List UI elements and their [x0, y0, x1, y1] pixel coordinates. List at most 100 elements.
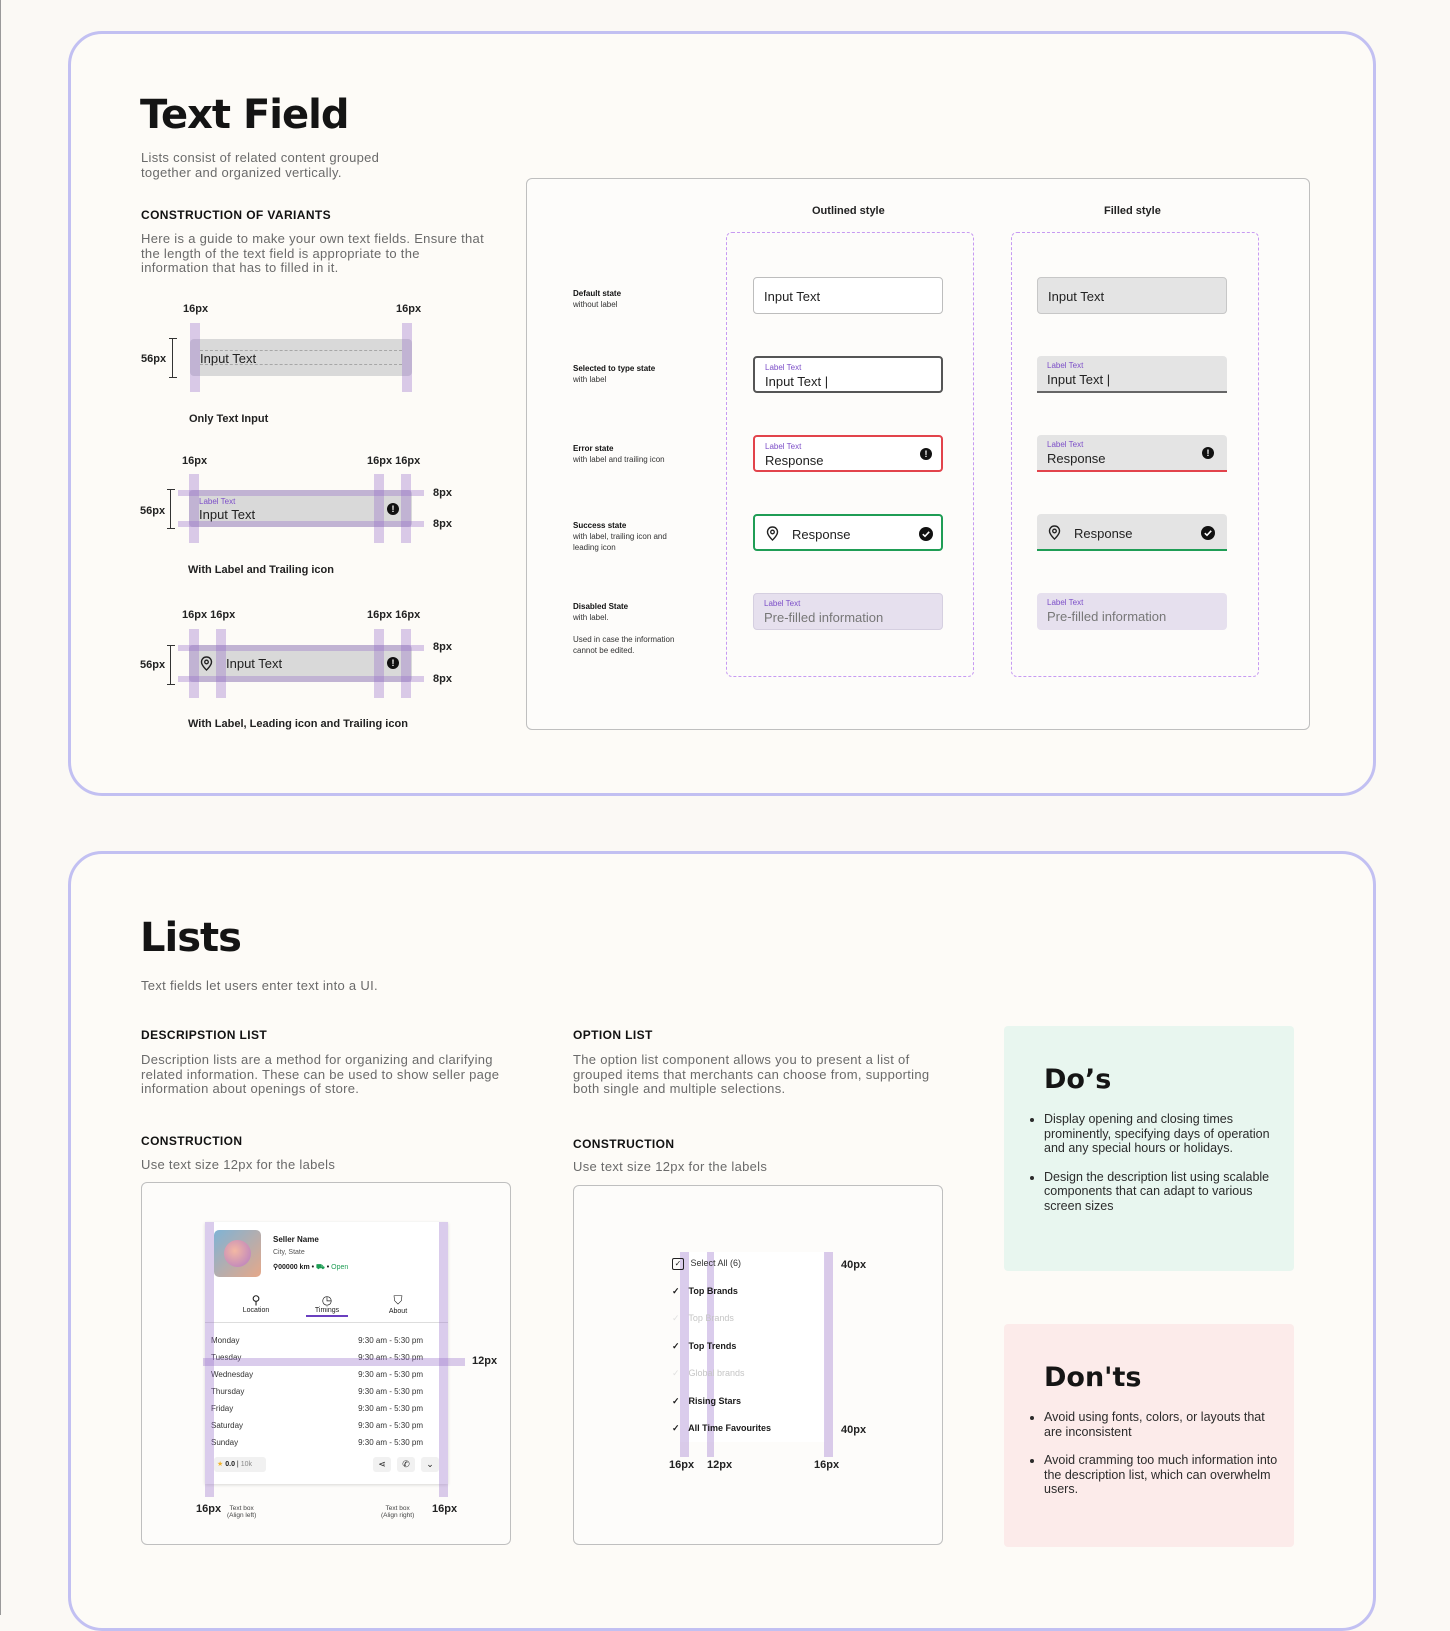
field-text: Response: [765, 453, 824, 468]
padding-guide: [178, 521, 424, 527]
day-label: Friday: [211, 1404, 234, 1413]
column-heading-outlined: Outlined style: [812, 205, 885, 217]
option-item[interactable]: ✓ Top Brands: [672, 1313, 734, 1324]
distance-text: 00000 km: [278, 1264, 310, 1271]
field-label: Label Text: [1047, 361, 1084, 370]
seller-name: Seller Name: [273, 1235, 319, 1244]
day-label: Tuesday: [211, 1353, 242, 1362]
dos-item: Design the description list using scalab…: [1044, 1170, 1284, 1214]
option-list-text: The option list component allows you to …: [573, 1052, 929, 1097]
dos-callout: Do’s Display opening and closing times p…: [1004, 1026, 1294, 1271]
day-label: Saturday: [211, 1421, 244, 1430]
field-label: Label Text: [1047, 440, 1084, 449]
dos-item: Display opening and closing times promin…: [1044, 1112, 1284, 1156]
dim-label: 16px 16px: [367, 455, 421, 467]
padding-guide: [374, 474, 384, 543]
preview-text: Input Text: [200, 351, 257, 366]
time-label: 9:30 am - 5:30 pm: [358, 1336, 423, 1345]
padding-guide: [190, 323, 200, 392]
timing-row: Friday 9:30 am - 5:30 pm: [211, 1404, 423, 1413]
phone-icon: ✆: [402, 1459, 410, 1469]
dim-label: 56px: [140, 505, 166, 517]
outlined-error-field[interactable]: Label Text Response !: [753, 435, 943, 472]
seller-avatar: [214, 1230, 261, 1277]
description-list-heading: DESCRIPSTION LIST: [141, 1028, 268, 1042]
dos-title: Do’s: [1044, 1064, 1112, 1095]
tab-label: About: [388, 1308, 408, 1315]
option-item[interactable]: ✓ Rising Stars: [672, 1396, 741, 1407]
padding-guide: [178, 676, 424, 682]
tab-location[interactable]: ⚲ Location: [235, 1293, 277, 1314]
filled-selected-field[interactable]: Label Text Input Text |: [1037, 356, 1227, 393]
error-icon: !: [387, 503, 399, 515]
filled-error-field[interactable]: Label Text Response !: [1037, 435, 1227, 472]
padding-guide: [402, 323, 412, 392]
construction-heading: CONSTRUCTION: [573, 1137, 675, 1151]
field-text: Input Text |: [765, 374, 829, 389]
review-count: 10k: [240, 1461, 252, 1468]
option-list-card: [680, 1252, 825, 1442]
truck-icon: ⛟: [316, 1264, 325, 1271]
text-field-preview: [189, 645, 412, 682]
state-label-selected: Selected to type state with label: [573, 363, 655, 385]
day-label: Wednesday: [211, 1370, 254, 1379]
field-text: Response: [1074, 526, 1133, 541]
field-text: Input Text: [764, 289, 821, 304]
filled-default-field[interactable]: Input Text: [1037, 277, 1227, 314]
variant-caption: With Label, Leading icon and Trailing ic…: [188, 718, 408, 730]
dim-label: 12px: [472, 1355, 498, 1367]
option-item[interactable]: ✓ All Time Favourites: [672, 1423, 771, 1434]
description-list-text: Description lists are a method for organ…: [141, 1052, 500, 1097]
state-desc: with label.: [573, 613, 609, 622]
tab-divider: [205, 1322, 448, 1323]
check-circle-icon: [919, 527, 933, 541]
state-name: Selected to type state: [573, 364, 656, 373]
field-label: Label Text: [1047, 598, 1084, 607]
state-desc: leading icon: [573, 543, 616, 552]
option-select-all[interactable]: ✓ Select All (6): [672, 1258, 741, 1270]
dim-label: 8px: [433, 673, 452, 685]
dim-label: 8px: [433, 487, 452, 499]
time-label: 9:30 am - 5:30 pm: [358, 1353, 423, 1362]
option-item[interactable]: ✓ Global brands: [672, 1368, 745, 1379]
tab-about[interactable]: ⛉ About: [377, 1293, 419, 1315]
tab-timings[interactable]: ◷ Timings: [306, 1293, 348, 1317]
subtitle-line: Lists consist of related content grouped: [141, 150, 380, 165]
outlined-selected-field[interactable]: Label Text Input Text |: [753, 356, 943, 393]
section-description: Here is a guide to make your own text fi…: [141, 231, 484, 276]
option-label: Top Brands: [688, 1286, 738, 1296]
dim-label: 16px: [196, 1503, 222, 1515]
dim-label: 16px 16px: [182, 609, 236, 621]
padding-guide: [707, 1252, 714, 1457]
error-icon: !: [387, 657, 399, 669]
call-button[interactable]: ✆: [397, 1457, 415, 1472]
pin-icon: ⚲: [273, 1264, 279, 1271]
padding-guide: [401, 629, 411, 698]
option-item[interactable]: ✓ Top Trends: [672, 1341, 736, 1352]
outlined-default-field[interactable]: Input Text: [753, 277, 943, 314]
row-spacing-guide: [203, 1358, 465, 1366]
filled-success-field[interactable]: Response: [1037, 514, 1227, 551]
field-text: Input Text |: [1047, 372, 1111, 387]
day-label: Monday: [211, 1336, 240, 1345]
expand-button[interactable]: ⌄: [421, 1457, 439, 1472]
text-field-preview: [189, 490, 412, 527]
height-marker: [167, 489, 175, 529]
preview-label: Label Text: [199, 497, 236, 506]
option-item[interactable]: ✓ Top Brands: [672, 1286, 738, 1297]
height-marker: [169, 338, 177, 378]
tab-label: Timings: [314, 1307, 340, 1314]
outlined-success-field[interactable]: Response: [753, 514, 943, 551]
rating-chip: ★ 0.0 | 10k: [214, 1457, 266, 1472]
desc-line: both single and multiple selections.: [573, 1081, 786, 1096]
field-label: Label Text: [765, 363, 802, 372]
dim-label: 8px: [433, 518, 452, 530]
desc-line: the length of the text field is appropri…: [141, 245, 420, 261]
field-text: Pre-filled information: [1047, 609, 1167, 624]
timing-row: Tuesday 9:30 am - 5:30 pm: [211, 1353, 423, 1362]
state-name: Success state: [573, 521, 627, 530]
share-button[interactable]: ⋖: [373, 1457, 391, 1472]
desc-line: related information. These can be used t…: [141, 1066, 500, 1082]
construction-desc: Use text size 12px for the labels: [141, 1157, 336, 1172]
checkbox-icon: ✓: [672, 1258, 684, 1270]
